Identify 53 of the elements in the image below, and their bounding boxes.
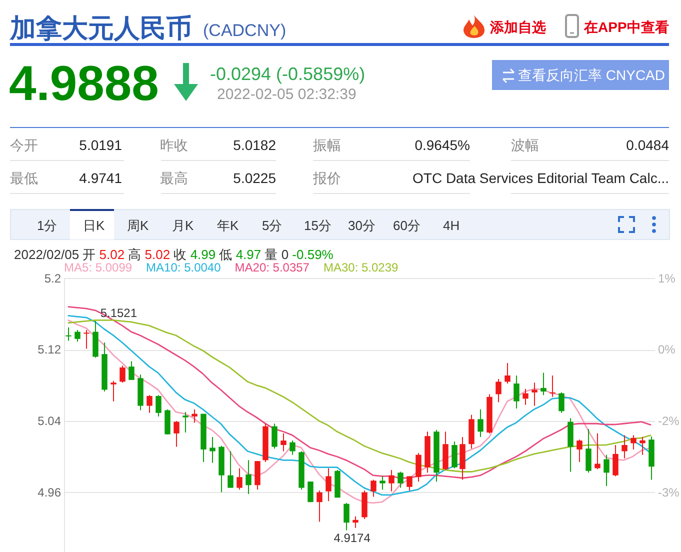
text: 昨收 bbox=[160, 137, 188, 153]
text: 收 bbox=[174, 247, 187, 262]
text: 5分 bbox=[262, 218, 282, 233]
text: 在APP中查看 bbox=[583, 19, 669, 35]
text: 最低 bbox=[10, 170, 38, 186]
text: 报价 bbox=[312, 170, 341, 186]
text: 日K bbox=[83, 218, 105, 233]
subtitle: (CADCNY) bbox=[203, 21, 286, 40]
text: -0.59% bbox=[292, 247, 334, 262]
text: 5.0191 bbox=[79, 137, 122, 153]
text: 高 bbox=[128, 247, 142, 262]
y-tick-label: 5.12 bbox=[38, 342, 62, 357]
text: 1分 bbox=[37, 218, 58, 233]
annotation: 4.9174 bbox=[334, 531, 371, 546]
y-tick-label: 4.96 bbox=[38, 485, 62, 500]
text: 2022/02/05 开 bbox=[14, 247, 96, 262]
legend: MA5: 5.0099 MA10: 5.0040 MA20: 5.0357 MA30: 5.0239 bbox=[64, 260, 398, 274]
text: 周K bbox=[127, 218, 149, 233]
text: 低 bbox=[219, 247, 232, 262]
text: 4.99 bbox=[190, 247, 216, 262]
text: 今开 bbox=[10, 137, 38, 153]
text: 最高 bbox=[160, 170, 188, 186]
text: 波幅 bbox=[511, 137, 539, 153]
text: OTC Data Services Editorial Team Calc... bbox=[412, 170, 669, 186]
text: -2% bbox=[658, 414, 680, 428]
text: 15分 bbox=[304, 218, 332, 233]
text: 60分 bbox=[393, 218, 420, 233]
text: -0.0294 (-0.5859%) bbox=[210, 64, 366, 84]
text: 0% bbox=[658, 342, 676, 357]
text: 4.97 bbox=[236, 247, 262, 262]
y-tick-label: 5.2 bbox=[44, 271, 62, 286]
text: 30分 bbox=[348, 218, 376, 233]
text: 5.02 bbox=[144, 247, 170, 262]
text: 月K bbox=[172, 218, 194, 233]
text: -3% bbox=[658, 485, 680, 500]
text: 5.0225 bbox=[233, 170, 276, 186]
text: 0.9645% bbox=[414, 137, 470, 153]
text: 4H bbox=[443, 218, 460, 233]
text: 4.9888 bbox=[9, 57, 159, 111]
text: 添加自选 bbox=[489, 19, 546, 35]
text: 5.0182 bbox=[233, 137, 276, 153]
text: 量 0 bbox=[264, 247, 289, 262]
text: 2022-02-05 02:32:39 bbox=[217, 86, 356, 103]
title: 加拿大元人民币 bbox=[10, 13, 192, 43]
text: 年K bbox=[217, 218, 239, 233]
text: 1% bbox=[658, 271, 676, 286]
text: 振幅 bbox=[313, 137, 341, 153]
annotation: 5.1521 bbox=[100, 306, 138, 320]
text: 查看反向汇率 CNYCAD bbox=[518, 67, 666, 83]
y-tick-label: 5.04 bbox=[38, 414, 62, 428]
text: 0.0484 bbox=[626, 137, 670, 153]
text: 5.02 bbox=[99, 247, 125, 262]
text: 4.9741 bbox=[79, 170, 122, 186]
